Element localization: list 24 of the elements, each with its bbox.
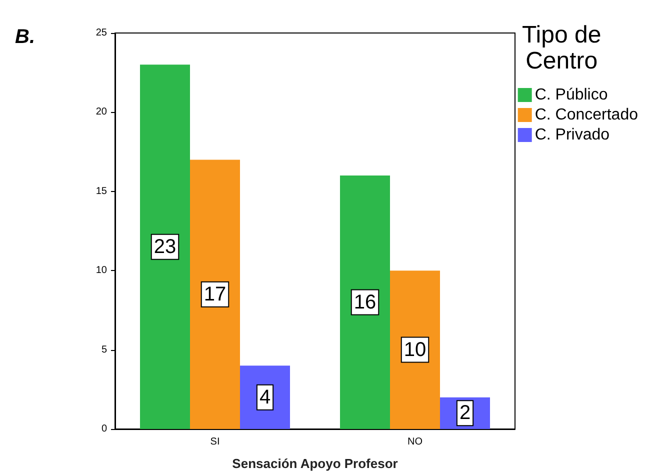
data-label: 4 (259, 386, 271, 408)
data-label: 10 (404, 338, 426, 361)
data-label: 2 (459, 402, 471, 424)
legend-label: C. Público (534, 86, 608, 104)
chart-title: B. (15, 26, 35, 48)
bar (390, 270, 440, 429)
y-tick-label: 15 (96, 186, 108, 197)
y-tick-label: 5 (101, 344, 108, 356)
legend-title: Tipo de Centro (522, 22, 602, 74)
data-label: 23 (154, 236, 176, 258)
x-tick-label: SI (210, 436, 220, 448)
legend-label: C. Concertado (534, 106, 638, 124)
x-axis-title: Sensación Apoyo Profesor (232, 456, 398, 471)
y-tick-label: 25 (96, 28, 108, 38)
bar (340, 176, 390, 429)
data-label: 16 (354, 291, 376, 314)
y-tick-label: 20 (96, 106, 108, 118)
data-label: 17 (204, 283, 226, 306)
y-tick-label: 10 (96, 265, 108, 276)
bar (190, 160, 240, 429)
bar (140, 64, 190, 429)
y-tick-label: 0 (101, 424, 108, 434)
x-tick-label: NO (408, 436, 423, 448)
legend-label: C. Privado (534, 126, 610, 144)
